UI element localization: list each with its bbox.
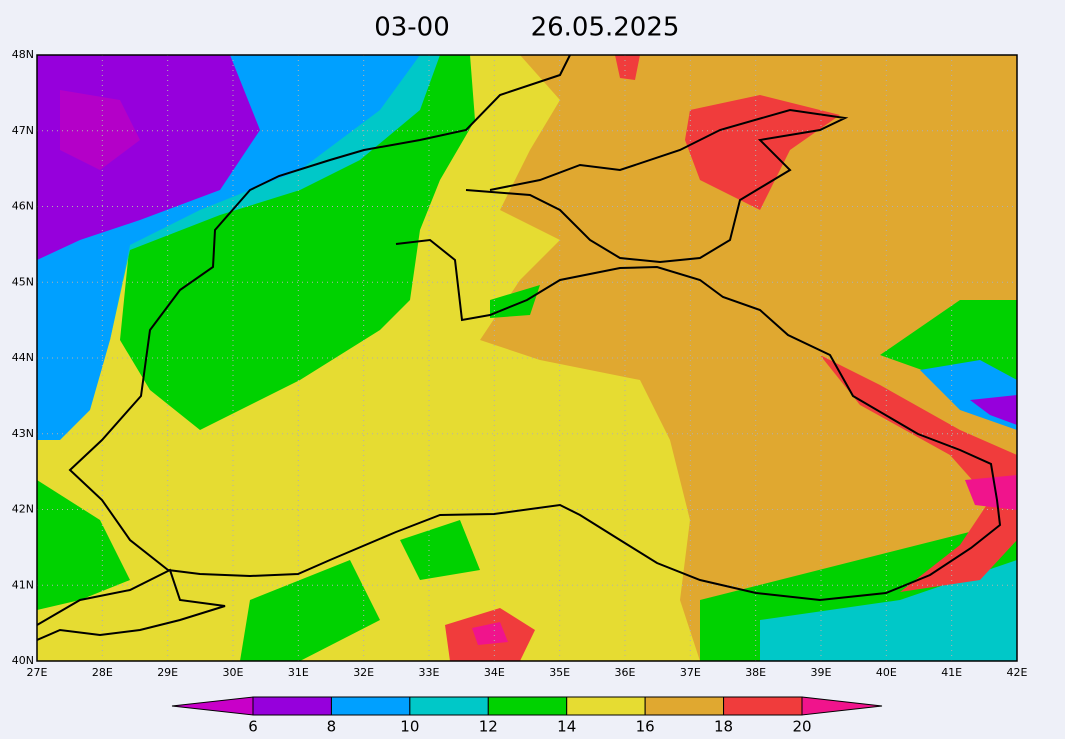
lon-label: 34E	[484, 666, 505, 679]
field-6	[60, 90, 140, 170]
colorbar-segment	[644, 696, 725, 716]
colorbar-label: 16	[636, 718, 655, 736]
colorbar-segment	[409, 696, 489, 716]
field-20-n	[685, 95, 840, 210]
field-14-s2	[400, 520, 480, 580]
colorbar-segment	[487, 696, 568, 716]
field-14-sw	[37, 480, 130, 610]
colorbar-label: 18	[714, 718, 733, 736]
map-frame	[36, 54, 1018, 662]
colorbar-label: 6	[248, 718, 258, 736]
colorbar-segment	[252, 696, 332, 716]
coastline	[37, 55, 1002, 641]
lat-label: 43N	[12, 427, 34, 440]
lon-label: 38E	[745, 666, 766, 679]
field-22-s	[472, 622, 508, 645]
lat-label: 47N	[12, 124, 34, 137]
lat-label: 44N	[12, 351, 34, 364]
field-20-e	[820, 355, 1017, 592]
colorbar-segment	[330, 696, 411, 716]
lon-label: 27E	[27, 666, 48, 679]
lat-label: 45N	[12, 275, 34, 288]
lon-label: 41E	[941, 666, 962, 679]
lon-label: 28E	[92, 666, 113, 679]
colorbar-label: 12	[479, 718, 498, 736]
lat-label: 41N	[12, 578, 34, 591]
temperature-field	[37, 55, 1017, 661]
colorbar-label: 8	[327, 718, 337, 736]
lon-label: 39E	[811, 666, 832, 679]
colorbar-label: 10	[400, 718, 419, 736]
lon-label: 40E	[876, 666, 897, 679]
lon-label: 36E	[615, 666, 636, 679]
colorbar-segment	[566, 696, 646, 716]
title-time: 03-00	[374, 13, 450, 43]
field-20-top	[615, 55, 640, 80]
lon-label: 33E	[419, 666, 440, 679]
colorbar: 6 8 10 12 14 16 18 20	[171, 696, 883, 736]
field-22-e	[965, 475, 1017, 510]
title-date: 26.05.2025	[531, 13, 680, 43]
colorbar-segment	[723, 696, 803, 716]
colorbar-label: 20	[792, 718, 811, 736]
lon-label: 29E	[157, 666, 178, 679]
field-8-e	[970, 395, 1017, 425]
colorbar-arrow-high	[801, 696, 883, 716]
lat-label: 40N	[12, 654, 34, 667]
lat-label: 42N	[12, 503, 34, 516]
field-14-s	[240, 560, 380, 661]
colorbar-label: 14	[557, 718, 576, 736]
lon-label: 42E	[1007, 666, 1028, 679]
lon-label: 37E	[680, 666, 701, 679]
field-14	[120, 55, 475, 430]
lon-label: 31E	[288, 666, 309, 679]
lon-label: 35E	[549, 666, 570, 679]
lon-label: 32E	[353, 666, 374, 679]
lon-label: 30E	[223, 666, 244, 679]
lat-label: 46N	[12, 200, 34, 213]
lat-label: 48N	[12, 48, 34, 61]
